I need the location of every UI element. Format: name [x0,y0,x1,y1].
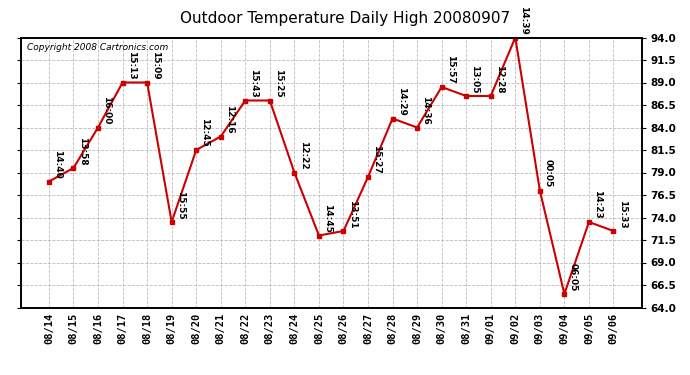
Text: 14:36: 14:36 [422,96,431,125]
Text: 06:05: 06:05 [569,263,578,291]
Text: 15:55: 15:55 [176,190,185,219]
Text: 14:40: 14:40 [53,150,62,179]
Text: 14:45: 14:45 [323,204,332,233]
Text: 14:23: 14:23 [593,190,602,219]
Text: 12:22: 12:22 [299,141,308,170]
Text: Outdoor Temperature Daily High 20080907: Outdoor Temperature Daily High 20080907 [180,11,510,26]
Text: 12:28: 12:28 [495,64,504,93]
Text: Copyright 2008 Cartronics.com: Copyright 2008 Cartronics.com [27,43,168,52]
Text: 00:05: 00:05 [544,159,553,188]
Text: 13:51: 13:51 [348,200,357,228]
Text: 12:16: 12:16 [225,105,234,134]
Text: 15:09: 15:09 [151,51,160,80]
Text: 15:25: 15:25 [274,69,283,98]
Text: 15:27: 15:27 [372,146,381,174]
Text: 15:57: 15:57 [446,56,455,84]
Text: 14:29: 14:29 [397,87,406,116]
Text: 15:13: 15:13 [127,51,136,80]
Text: 12:45: 12:45 [200,118,209,147]
Text: 15:33: 15:33 [618,200,627,228]
Text: 13:58: 13:58 [78,136,87,165]
Text: 16:00: 16:00 [102,96,111,125]
Text: 14:39: 14:39 [520,6,529,35]
Text: 13:05: 13:05 [471,65,480,93]
Text: 15:43: 15:43 [250,69,259,98]
